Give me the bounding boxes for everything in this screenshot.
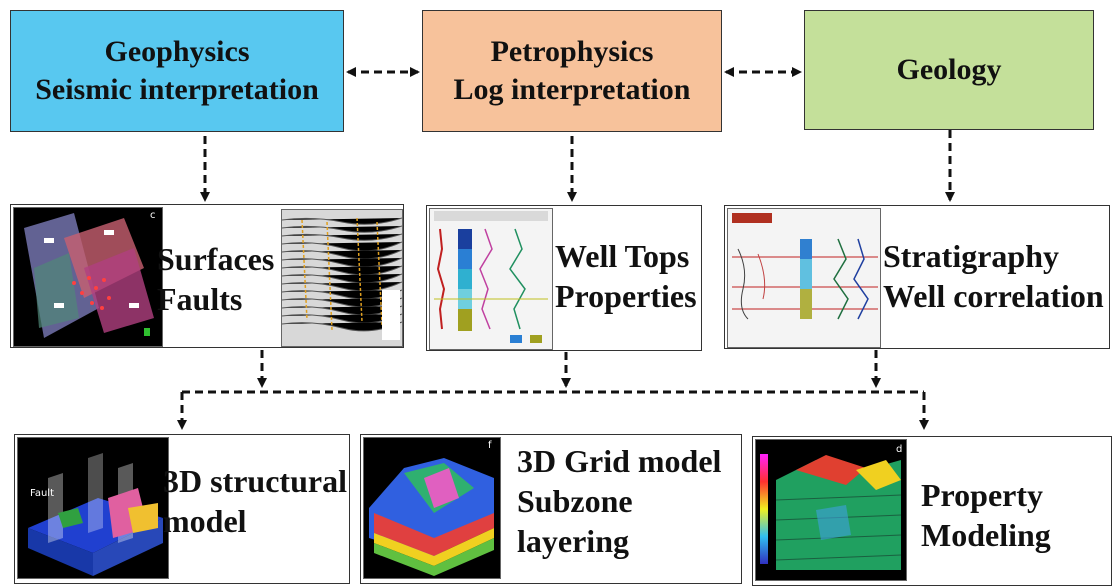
grid-model-label: 3D Grid model Subzone layering <box>517 443 722 559</box>
geology-title: Geology <box>896 53 1002 86</box>
stratigraphy-label: Stratigraphy Well correlation <box>883 238 1104 314</box>
surfaces-faults-label: Surfaces Faults <box>157 241 275 317</box>
svg-text:Fault: Fault <box>30 488 54 499</box>
surfaces-faults-panel: c Surfaces Faults <box>10 204 404 348</box>
grid-model-image: f <box>363 437 501 579</box>
seismic-section-image <box>281 209 403 347</box>
well-tops-panel: Well Tops Properties <box>426 205 702 351</box>
svg-text:d: d <box>896 444 902 455</box>
geology-box: Geology <box>804 10 1094 130</box>
geophysics-subtitle: Seismic interpretation <box>35 73 319 106</box>
petrophysics-title: Petrophysics <box>490 35 654 68</box>
connector-arrows <box>177 67 955 430</box>
property-modeling-panel: d Property Modeling <box>752 436 1112 586</box>
well-tops-label: Well Tops Properties <box>555 238 697 314</box>
petrophysics-box: Petrophysics Log interpretation <box>422 10 722 132</box>
structural-model-label: 3D structural model <box>163 463 347 539</box>
petrophysics-subtitle: Log interpretation <box>453 73 691 106</box>
seismic-3d-image: c <box>13 207 163 347</box>
grid-model-panel: f 3D Grid model Subzone layering <box>360 434 742 584</box>
svg-text:c: c <box>150 210 156 221</box>
svg-text:f: f <box>488 440 492 451</box>
well-log-image <box>429 208 553 350</box>
property-modeling-label: Property Modeling <box>921 477 1051 553</box>
well-correlation-image <box>727 208 881 348</box>
stratigraphy-panel: Stratigraphy Well correlation <box>724 205 1110 349</box>
geophysics-title: Geophysics <box>104 35 250 68</box>
geophysics-box: Geophysics Seismic interpretation <box>10 10 344 132</box>
property-model-image: d <box>755 439 907 581</box>
structural-model-image: Fault <box>17 437 169 579</box>
structural-model-panel: Fault 3D structural model <box>14 434 350 584</box>
